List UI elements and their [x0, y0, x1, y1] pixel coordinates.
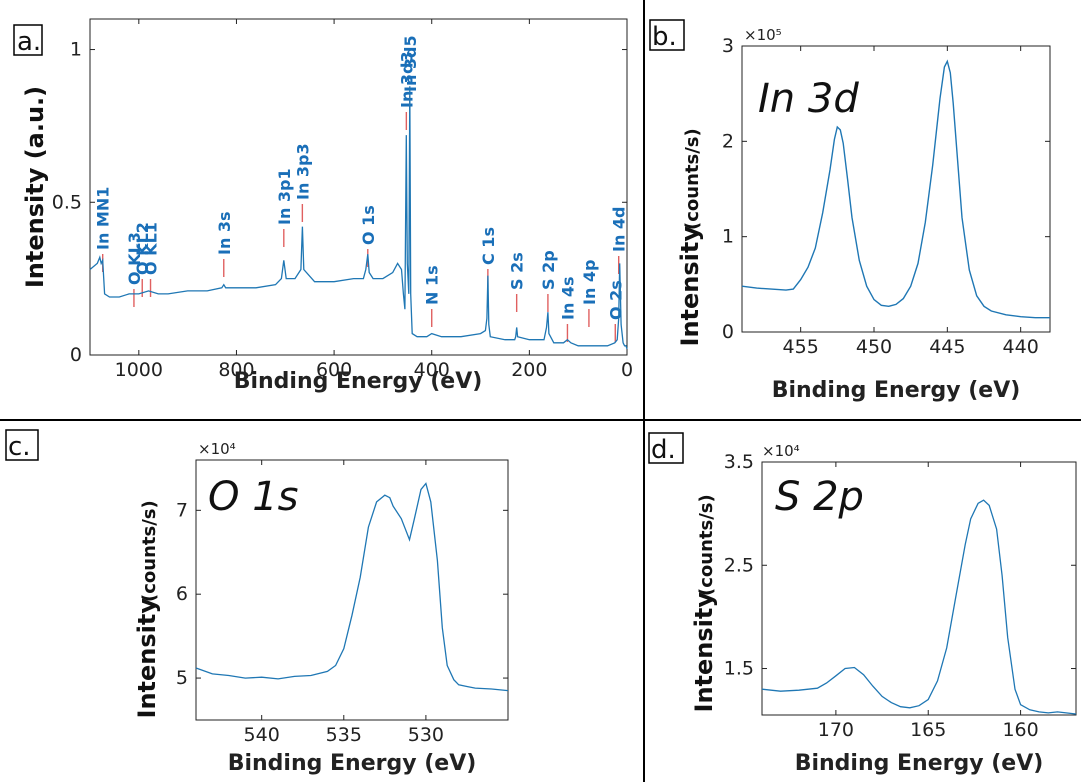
y-tick-label: 0.5	[52, 191, 82, 213]
panel-c-title: O 1s	[208, 474, 299, 520]
panel-a-ylabel: Intensity (a.u.)	[21, 86, 49, 288]
panel-c-spectrum-line	[195, 482, 509, 692]
panel-b-ylabel-main: Intensity	[676, 226, 704, 347]
y-tick-label: 3	[722, 35, 734, 57]
y-tick-label: 0	[70, 344, 82, 366]
y-tick-label: 7	[176, 499, 188, 521]
y-tick-label: 3.5	[724, 451, 754, 473]
x-tick-label: 1000	[115, 359, 163, 381]
peak-label: O 2s	[606, 280, 625, 320]
panel-b-xlabel: Binding Energy (eV)	[772, 378, 1021, 403]
panel-b-spectrum-line	[741, 59, 1050, 319]
panel-c-scale-factor: ×10⁴	[198, 440, 236, 458]
x-tick-label: 530	[408, 724, 444, 746]
panel-a-xlabel: Binding Energy (eV)	[234, 369, 483, 394]
panel-d-ylabel-main: Intensity	[690, 592, 718, 713]
y-tick-label: 1	[70, 39, 82, 61]
panel-a-yticks: 00.51	[52, 39, 627, 366]
panel-b-yticks: 0 1 2 3	[722, 35, 1050, 343]
panel-c-label-box	[5, 429, 39, 461]
x-tick-label: 600	[316, 359, 352, 381]
panel-b-scale-factor: ×10⁵	[744, 26, 782, 44]
panel-c-xlabel: Binding Energy (eV)	[228, 751, 477, 776]
panel-c-label: c.	[8, 432, 31, 462]
peak-label: In 3s	[215, 211, 234, 255]
x-tick-label: 170	[818, 719, 854, 741]
x-tick-label: 200	[511, 359, 547, 381]
panel-b-label-box	[649, 19, 685, 51]
panel-d-axes	[761, 461, 1077, 716]
peak-label: In 4s	[558, 276, 577, 320]
panel-b-label: b.	[652, 22, 677, 52]
x-tick-label: 455	[783, 336, 819, 358]
peak-label: C 1s	[479, 227, 498, 265]
panel-b-axes	[741, 45, 1051, 333]
panel-c-yticks: 5 6 7	[176, 499, 508, 689]
panel-d: d. ×10⁴ S 2p 170 165 160 1.5 2.5 3.5 Binding…	[648, 432, 1077, 776]
peak-label: O KL1	[142, 222, 161, 275]
peak-label: In 4p	[580, 260, 599, 306]
panel-a-xticks: 1000 800 600 400 200 0	[115, 19, 633, 381]
panel-d-ylabel-unit: (counts/s)	[696, 494, 717, 596]
peak-label: In 3d5	[401, 35, 420, 92]
panel-d-spectrum-line	[761, 499, 1077, 715]
panel-c-ylabel-unit: (counts/s)	[139, 500, 160, 602]
y-tick-label: 0	[722, 321, 734, 343]
x-tick-label: 165	[910, 719, 946, 741]
panel-a-spectrum-line	[89, 86, 628, 350]
panel-a-axes	[89, 18, 628, 356]
panel-b-xticks: 455 450 445 440	[783, 46, 1039, 358]
panel-d-title: S 2p	[775, 474, 864, 520]
peak-label: O 1s	[359, 205, 378, 245]
peak-label: In 3p3	[293, 143, 312, 200]
panel-a-label-box	[13, 24, 43, 56]
y-tick-label: 2.5	[724, 554, 754, 576]
panel-d-xticks: 170 165 160	[818, 462, 1039, 741]
peak-label: N 1s	[423, 265, 442, 305]
peak-label: In 3d3	[397, 51, 416, 108]
x-tick-label: 535	[326, 724, 362, 746]
peak-label: O KL2	[133, 222, 152, 275]
x-tick-label: 160	[1002, 719, 1038, 741]
x-tick-label: 540	[244, 724, 280, 746]
y-tick-label: 6	[176, 583, 188, 605]
panel-b-title: In 3d	[758, 76, 859, 122]
panel-b-ylabel-unit: (counts/s)	[682, 128, 703, 230]
x-tick-label: 450	[856, 336, 892, 358]
panel-b: b. ×10⁵ In 3d 455 450 445 440 0 1 2 3 Binding …	[649, 19, 1051, 403]
panel-c-axes	[195, 459, 509, 721]
peak-label: S 2p	[539, 250, 558, 290]
x-tick-label: 0	[621, 359, 633, 381]
x-tick-label: 445	[929, 336, 965, 358]
peak-label: In 4d	[610, 207, 629, 253]
y-tick-label: 1.5	[724, 658, 754, 680]
panel-d-yticks: 1.5 2.5 3.5	[724, 451, 1076, 680]
y-tick-label: 1	[722, 226, 734, 248]
panel-a-label: a.	[17, 27, 41, 57]
peak-label: O KL3	[125, 232, 144, 285]
x-tick-label: 440	[1003, 336, 1039, 358]
panel-d-label: d.	[651, 435, 676, 465]
peak-label: S 2s	[508, 252, 527, 290]
panel-d-scale-factor: ×10⁴	[762, 442, 800, 460]
panel-c-ylabel-main: Intensity	[133, 598, 161, 719]
peak-label: In MN1	[94, 187, 113, 250]
panel-c-xticks: 540 535 530	[244, 460, 444, 746]
x-tick-label: 800	[218, 359, 254, 381]
y-tick-label: 2	[722, 130, 734, 152]
x-tick-label: 400	[414, 359, 450, 381]
panel-d-xlabel: Binding Energy (eV)	[795, 751, 1044, 776]
panel-d-label-box	[648, 432, 684, 464]
panel-c: c. ×10⁴ O 1s 540 535 530 5 6 7 Binding Energ…	[5, 429, 509, 776]
y-tick-label: 5	[176, 667, 188, 689]
peak-label: In 3p1	[275, 168, 294, 225]
